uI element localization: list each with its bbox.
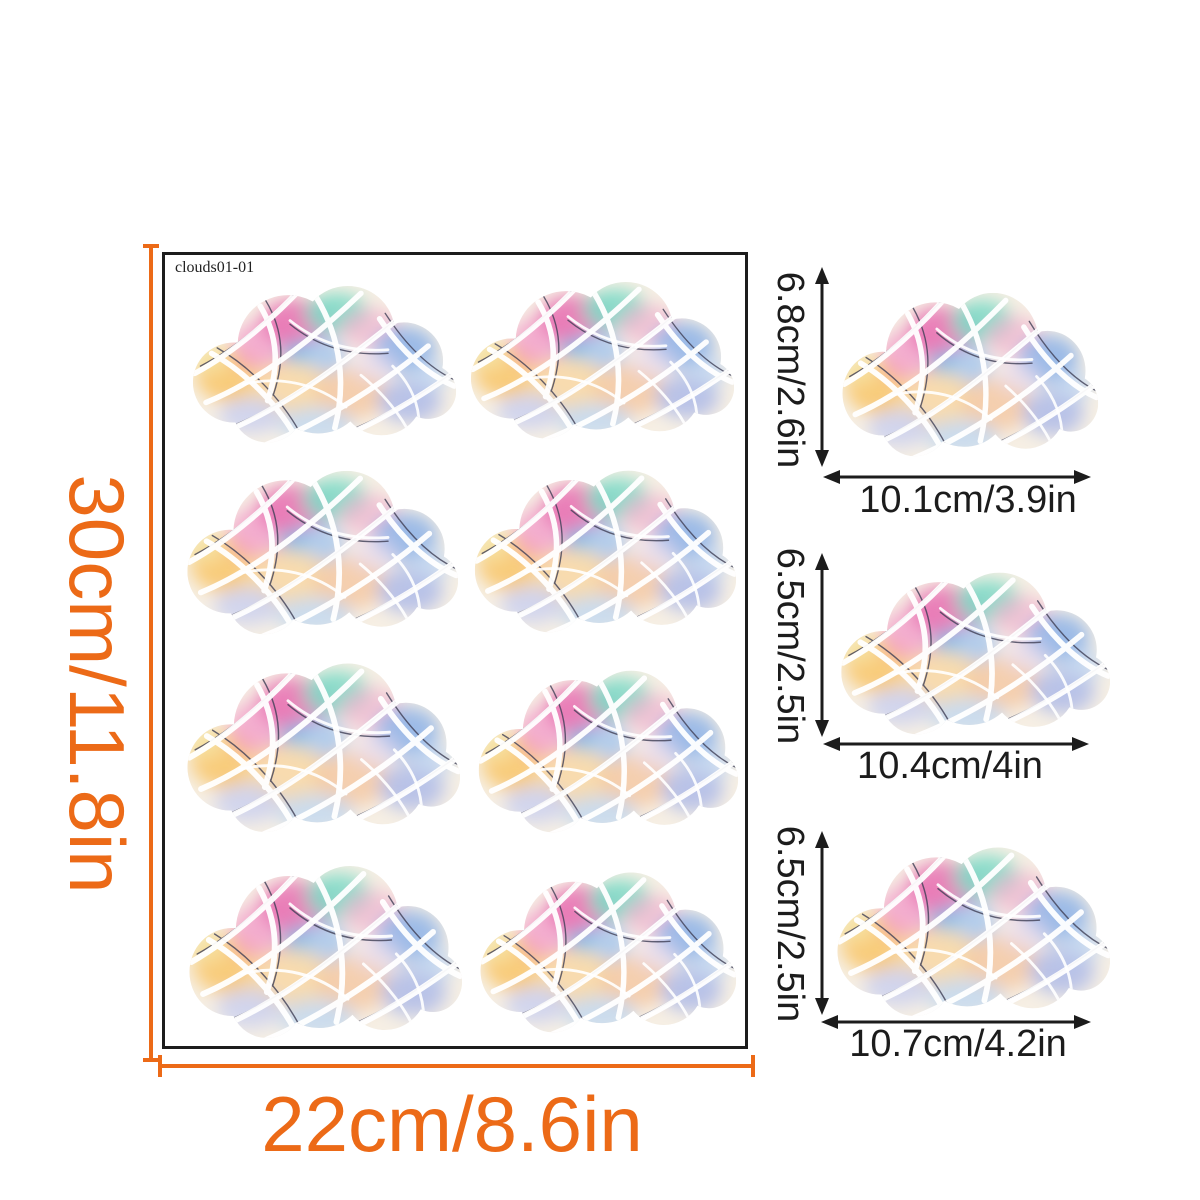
reference-cloud-2-width-label: 10.4cm/4in	[857, 745, 1043, 787]
reference-cloud-2-height-label: 6.5cm/2.5in	[769, 547, 811, 745]
sheet-width-dimension-left-cap	[158, 1055, 162, 1077]
width-arrow-icon	[823, 470, 1091, 484]
cloud-sticker-row1-right	[456, 262, 736, 444]
sheet-width-dimension-line	[158, 1064, 755, 1068]
reference-cloud-3-height-label: 6.5cm/2.5in	[769, 825, 811, 1023]
sheet-width-dimension-label: 22cm/8.6in	[261, 1080, 643, 1168]
reference-cloud-1-width-label: 10.1cm/3.9in	[859, 479, 1077, 521]
sheet-width-dimension-right-cap	[751, 1055, 755, 1077]
height-arrow-icon	[815, 553, 829, 737]
width-arrow-icon	[823, 737, 1089, 751]
sheet-height-dimension-bottom-cap	[143, 1058, 159, 1062]
sheet-code-label: clouds01-01	[175, 259, 255, 276]
cloud-sticker-row4-left	[174, 844, 464, 1044]
reference-cloud-medium	[826, 552, 1112, 740]
cloud-sticker-row2-right	[460, 450, 738, 638]
cloud-sticker-row3-right	[464, 650, 740, 838]
sheet-height-dimension-label: 30cm/11.8in	[53, 474, 141, 894]
cloud-sticker-row1-left	[178, 266, 458, 448]
reference-cloud-1-height-label: 6.8cm/2.6in	[769, 271, 811, 469]
sheet-height-dimension-line	[149, 246, 153, 1062]
height-arrow-icon	[815, 831, 829, 1015]
reference-cloud-small	[828, 272, 1100, 462]
reference-cloud-large	[822, 826, 1112, 1022]
sheet-height-dimension-top-cap	[143, 244, 159, 248]
width-arrow-icon	[821, 1015, 1091, 1029]
cloud-sticker-row2-left	[172, 450, 460, 640]
reference-cloud-3-width-label: 10.7cm/4.2in	[849, 1023, 1067, 1065]
cloud-sticker-row4-right	[466, 852, 738, 1038]
cloud-sticker-row3-left	[172, 642, 462, 838]
height-arrow-icon	[815, 267, 829, 467]
